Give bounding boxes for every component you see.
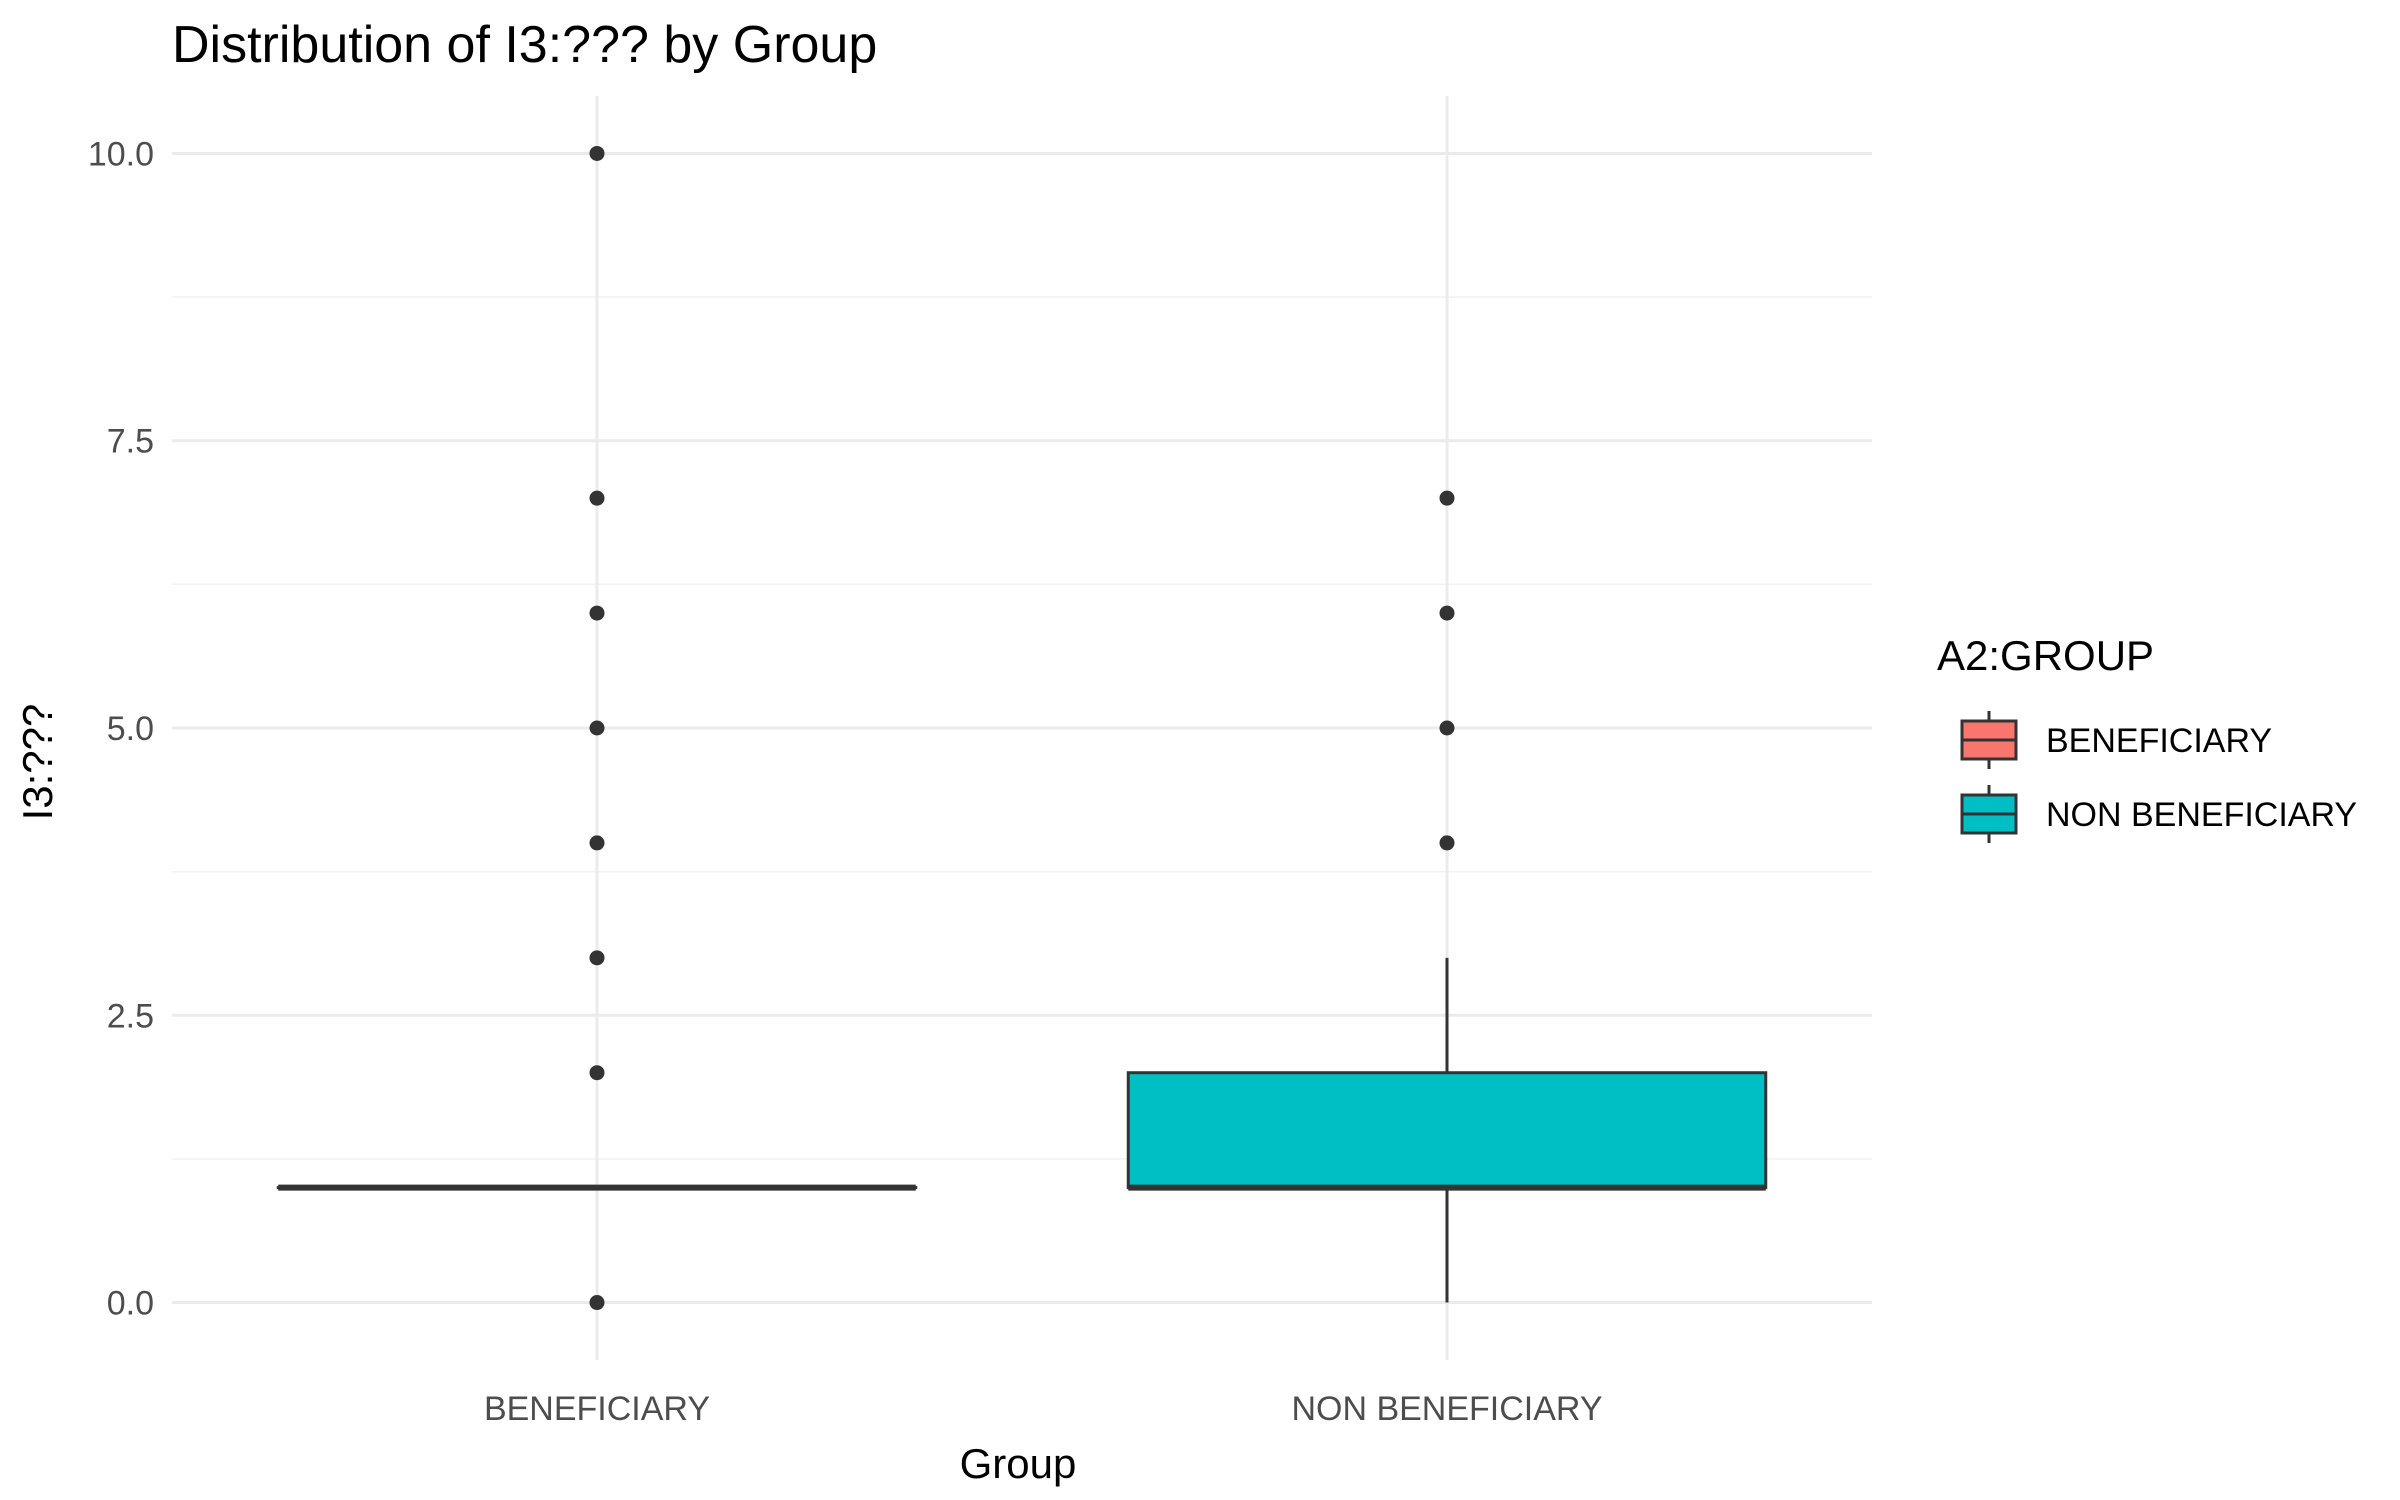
outlier-point bbox=[589, 835, 605, 851]
legend-item-beneficiary: BENEFICIARY bbox=[1960, 711, 2272, 769]
legend-label: BENEFICIARY bbox=[2046, 722, 2272, 760]
y-axis-title: I3:??? bbox=[14, 704, 61, 821]
outlier-point bbox=[589, 720, 605, 736]
x-tick-label: NON BENEFICIARY bbox=[1291, 1390, 1602, 1428]
y-tick-label: 0.0 bbox=[107, 1285, 154, 1323]
outlier-point bbox=[589, 605, 605, 621]
outlier-point bbox=[1439, 720, 1455, 736]
chart-title: Distribution of I3:??? by Group bbox=[172, 16, 877, 74]
y-axis-tick-labels: 0.0 2.5 5.0 7.5 10.0 bbox=[88, 135, 154, 1322]
legend: A2:GROUP BENEFICIARY NON BENEFICIARY bbox=[1937, 632, 2357, 843]
outlier-point bbox=[589, 1065, 605, 1081]
legend-label: NON BENEFICIARY bbox=[2046, 796, 2357, 834]
y-tick-label: 5.0 bbox=[107, 710, 154, 748]
x-axis-tick-labels: BENEFICIARY NON BENEFICIARY bbox=[484, 1390, 1603, 1428]
outlier-point bbox=[589, 145, 605, 161]
outlier-point bbox=[589, 490, 605, 506]
outlier-point bbox=[589, 950, 605, 966]
box-body bbox=[1126, 1071, 1768, 1190]
outlier-point bbox=[589, 1295, 605, 1311]
box-beneficiary bbox=[276, 145, 918, 1311]
legend-item-non-beneficiary: NON BENEFICIARY bbox=[1960, 785, 2357, 843]
y-tick-label: 2.5 bbox=[107, 997, 154, 1035]
outlier-point bbox=[1439, 605, 1455, 621]
boxes bbox=[276, 145, 1768, 1311]
x-axis-title: Group bbox=[960, 1440, 1077, 1487]
y-tick-label: 7.5 bbox=[107, 423, 154, 461]
box-non-beneficiary bbox=[1126, 490, 1768, 1303]
outlier-point bbox=[1439, 490, 1455, 506]
x-tick-label: BENEFICIARY bbox=[484, 1390, 710, 1428]
y-tick-label: 10.0 bbox=[88, 135, 154, 173]
outlier-point bbox=[1439, 835, 1455, 851]
grid-lines bbox=[172, 96, 1872, 1360]
legend-title: A2:GROUP bbox=[1937, 632, 2154, 679]
